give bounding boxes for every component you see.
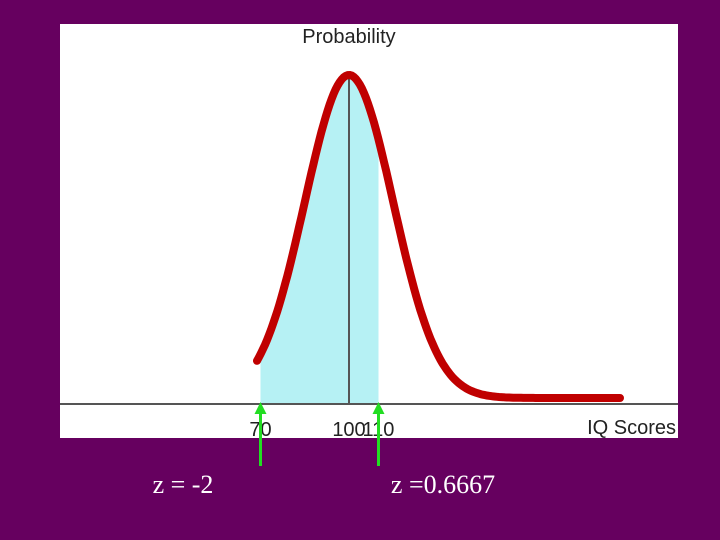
x-tick-label-100: 100 [332, 419, 365, 441]
annotation-arrow [254, 402, 267, 466]
y-axis-title: Probability [302, 26, 395, 48]
x-axis-title: IQ Scores [587, 417, 676, 439]
annotation-arrow [372, 402, 385, 466]
normal-curve [253, 70, 624, 402]
z-score-label: z =0.6667 [390, 470, 496, 499]
z-score-label: z = -2 [152, 470, 214, 499]
